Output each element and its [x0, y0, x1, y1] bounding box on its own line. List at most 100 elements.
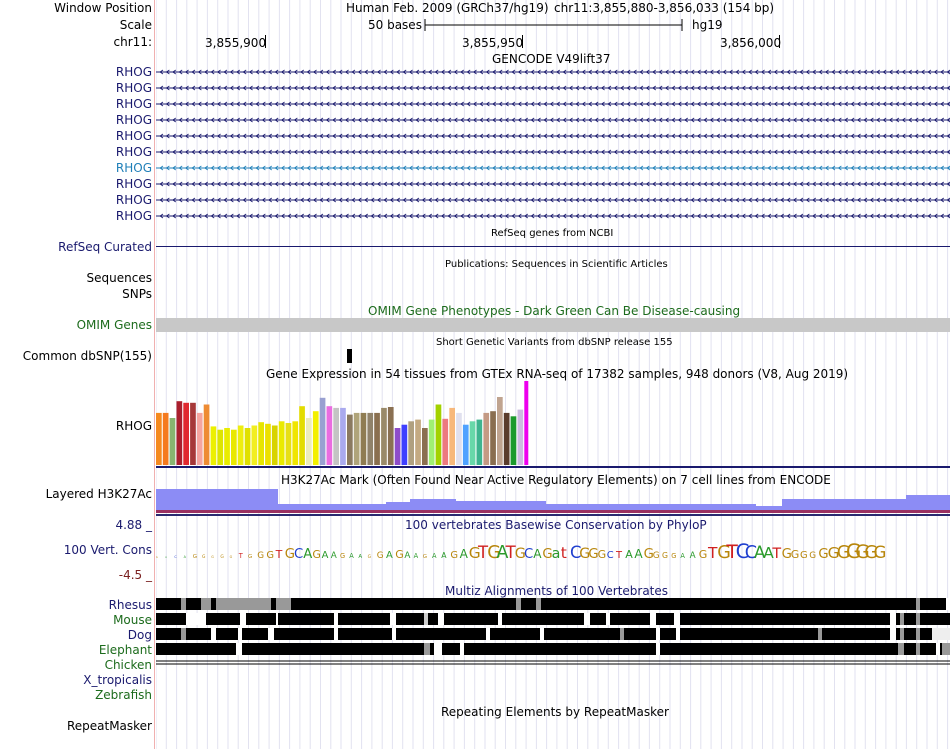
gencode-gene-label[interactable]: RHOG: [115, 193, 152, 207]
gtex-bar[interactable]: [360, 412, 367, 465]
gtex-bar[interactable]: [244, 428, 251, 465]
gtex-bar[interactable]: [347, 414, 353, 465]
gencode-gene-label[interactable]: RHOG: [115, 81, 152, 95]
gtex-expression-chart[interactable]: [156, 380, 950, 470]
gtex-bar[interactable]: [442, 418, 449, 465]
gtex-bar[interactable]: [162, 412, 169, 465]
gtex-bar[interactable]: [265, 423, 271, 465]
gencode-transcript[interactable]: [156, 85, 950, 91]
gtex-bar[interactable]: [156, 412, 162, 465]
gencode-transcript[interactable]: [156, 69, 950, 75]
species-label-mouse[interactable]: Mouse: [113, 613, 152, 627]
gencode-transcript[interactable]: [156, 149, 950, 155]
gtex-bar[interactable]: [517, 409, 524, 465]
gtex-bar[interactable]: [224, 428, 230, 465]
gencode-transcript[interactable]: [156, 165, 950, 171]
gencode-gene-label[interactable]: RHOG: [115, 113, 152, 127]
refseq-transcript-line[interactable]: [156, 246, 950, 247]
gtex-bar[interactable]: [183, 402, 189, 465]
gtex-bar[interactable]: [217, 429, 224, 465]
species-label-zebrafish[interactable]: Zebrafish: [95, 688, 152, 702]
omim-gene-bar[interactable]: [156, 318, 950, 332]
label-common-dbsnp[interactable]: Common dbSNP(155): [22, 349, 152, 363]
species-label-dog[interactable]: Dog: [127, 628, 152, 642]
gtex-bar[interactable]: [394, 428, 401, 465]
gtex-bar[interactable]: [258, 422, 264, 465]
gtex-bar[interactable]: [278, 421, 285, 465]
gencode-transcript[interactable]: [156, 181, 950, 187]
multiz-alignments[interactable]: [156, 597, 950, 672]
gtex-bar[interactable]: [497, 397, 503, 465]
gtex-bar[interactable]: [510, 416, 517, 465]
gtex-bar[interactable]: [292, 421, 299, 465]
gtex-bar[interactable]: [469, 421, 476, 465]
gencode-gene-label[interactable]: RHOG: [115, 129, 152, 143]
gencode-transcript[interactable]: [156, 197, 950, 203]
label-omim-genes[interactable]: OMIM Genes: [76, 318, 152, 332]
gtex-bar[interactable]: [251, 425, 258, 466]
gtex-bar[interactable]: [408, 421, 414, 465]
gencode-gene-label[interactable]: RHOG: [115, 209, 152, 223]
gencode-gene-label[interactable]: RHOG: [115, 65, 152, 79]
gtex-bar[interactable]: [415, 419, 421, 465]
species-label-elephant[interactable]: Elephant: [98, 643, 152, 657]
gtex-bar[interactable]: [449, 407, 455, 465]
gtex-bar[interactable]: [490, 411, 496, 465]
gtex-bar[interactable]: [319, 397, 326, 465]
gtex-bar[interactable]: [306, 418, 312, 465]
gtex-bar[interactable]: [176, 401, 183, 465]
gtex-bar[interactable]: [210, 426, 217, 465]
gtex-bar[interactable]: [462, 424, 469, 465]
species-label-rhesus[interactable]: Rhesus: [108, 598, 152, 612]
gtex-bar[interactable]: [387, 407, 394, 465]
gtex-bar[interactable]: [476, 419, 483, 465]
gtex-bar[interactable]: [203, 404, 210, 466]
multiz-row[interactable]: [156, 643, 950, 655]
label-sequences[interactable]: Sequences: [86, 271, 152, 285]
gencode-gene-label[interactable]: RHOG: [115, 177, 152, 191]
gtex-bar[interactable]: [326, 406, 333, 465]
gtex-bar[interactable]: [190, 402, 196, 465]
dbsnp-variant[interactable]: [347, 349, 352, 363]
label-snps[interactable]: SNPs: [122, 287, 152, 301]
phylop-conservation[interactable]: G A C A G G G G G T G G G T GC A G A A G A A G G A G A A G A A G A GT GAT G…: [156, 530, 950, 580]
gtex-bar[interactable]: [483, 412, 490, 465]
gtex-bar[interactable]: [524, 381, 529, 465]
multiz-row[interactable]: [156, 598, 950, 610]
gtex-bar[interactable]: [456, 412, 462, 465]
gencode-transcript[interactable]: [156, 101, 950, 107]
gencode-transcript[interactable]: [156, 213, 950, 219]
gtex-bar[interactable]: [381, 407, 387, 465]
gencode-gene-label[interactable]: RHOG: [115, 97, 152, 111]
gtex-bar[interactable]: [237, 425, 244, 466]
gtex-bar[interactable]: [196, 412, 203, 465]
gtex-bar[interactable]: [169, 418, 176, 465]
gtex-bar[interactable]: [312, 411, 319, 465]
gtex-bar[interactable]: [367, 412, 374, 465]
gencode-gene-label[interactable]: RHOG: [115, 161, 152, 175]
label-repeatmasker[interactable]: RepeatMasker: [66, 719, 152, 733]
gencode-transcript[interactable]: [156, 133, 950, 139]
gtex-bar[interactable]: [353, 412, 360, 465]
gencode-gene-label[interactable]: RHOG: [115, 145, 152, 159]
species-label-x_tropicalis[interactable]: X_tropicalis: [83, 673, 152, 687]
gtex-bar[interactable]: [333, 407, 339, 465]
label-refseq-curated[interactable]: RefSeq Curated: [58, 240, 152, 254]
species-label-chicken[interactable]: Chicken: [104, 658, 152, 672]
label-layered-h3k27ac[interactable]: Layered H3K27Ac: [45, 487, 152, 501]
gtex-bar[interactable]: [401, 424, 408, 465]
multiz-row[interactable]: [156, 628, 950, 640]
gtex-bar[interactable]: [285, 423, 292, 465]
gtex-bar[interactable]: [428, 419, 435, 465]
label-100-vert-cons[interactable]: 100 Vert. Cons: [63, 543, 152, 557]
gtex-bar[interactable]: [231, 429, 237, 465]
gtex-bar[interactable]: [503, 412, 510, 465]
gtex-bar[interactable]: [422, 428, 428, 465]
gencode-transcript[interactable]: [156, 117, 950, 123]
gtex-bar[interactable]: [435, 404, 442, 466]
h3k27ac-signal[interactable]: [156, 486, 950, 518]
gtex-bar[interactable]: [340, 407, 346, 465]
label-rhog-expression[interactable]: RHOG: [115, 419, 152, 433]
gtex-bar[interactable]: [299, 406, 305, 465]
gtex-bar[interactable]: [374, 412, 380, 465]
